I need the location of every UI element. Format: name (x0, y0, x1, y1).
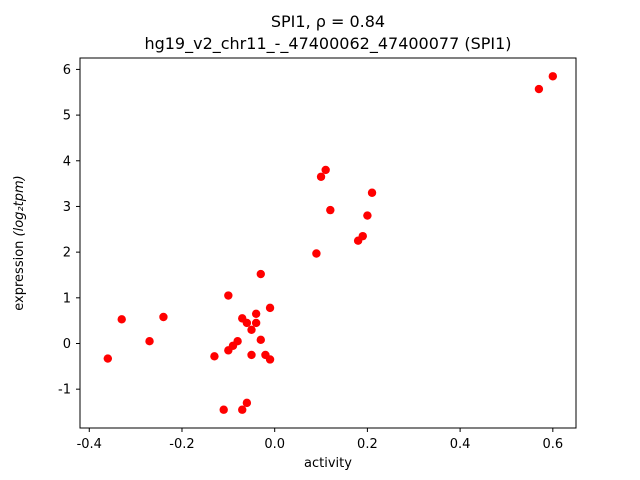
scatter-point (238, 405, 247, 414)
figure-subtitle: hg19_v2_chr11_-_47400062_47400077 (SPI1) (144, 34, 511, 54)
y-tick-label: 1 (63, 291, 71, 306)
scatter-point (145, 337, 154, 346)
scatter-point (312, 249, 321, 258)
x-tick-label: 0.2 (357, 437, 378, 452)
scatter-point (233, 337, 242, 346)
scatter-point (256, 335, 265, 345)
scatter-point (224, 291, 233, 300)
scatter-point (321, 165, 330, 175)
x-tick-label: 0.4 (450, 437, 471, 452)
plot-area (79, 57, 577, 429)
scatter-point (103, 354, 113, 363)
scatter-point (534, 84, 544, 94)
scatter-point (548, 72, 558, 81)
scatter-point (265, 355, 275, 364)
scatter-point (256, 269, 265, 279)
y-tick-label: 5 (63, 109, 71, 124)
scatter-point (251, 309, 261, 319)
scatter-point (210, 352, 219, 361)
scatter-point (242, 398, 252, 408)
scatter-point (326, 205, 335, 215)
y-axis-label: expression (log₂tpm) (12, 175, 27, 310)
scatter-point (159, 312, 168, 322)
scatter-point (251, 318, 261, 328)
figure-title: SPI1, ρ = 0.84 (271, 12, 385, 31)
x-tick-label: 0.6 (542, 437, 563, 452)
x-tick-label: -0.2 (169, 437, 194, 452)
y-axis-label-math: (log₂tpm) (12, 175, 27, 236)
scatter-point (367, 188, 377, 197)
y-tick-label: 6 (63, 63, 71, 78)
x-axis-ticks: -0.4 -0.2 0.0 0.2 0.4 0.6 (77, 428, 563, 452)
scatter-point (219, 405, 228, 414)
y-tick-label: 4 (63, 154, 71, 169)
y-tick-label: -1 (58, 383, 71, 398)
scatter-point (358, 231, 367, 241)
y-axis-label-prefix: expression (12, 236, 27, 310)
x-tick-label: -0.4 (77, 437, 102, 452)
scatter-point (265, 303, 275, 313)
scatter-point (316, 172, 326, 181)
scatter-point (242, 318, 252, 328)
scatter-point (247, 325, 256, 334)
scatter-point (247, 350, 256, 360)
y-tick-label: 3 (63, 200, 71, 215)
scatter-point (117, 315, 126, 324)
scatter-points (103, 72, 558, 414)
y-tick-label: 0 (63, 337, 71, 352)
y-axis-ticks: -1 0 1 2 3 4 5 6 (58, 63, 80, 398)
scatter-point (363, 211, 372, 220)
x-axis-label: activity (304, 456, 352, 471)
x-tick-label: 0.0 (264, 437, 285, 452)
y-tick-label: 2 (63, 246, 71, 261)
